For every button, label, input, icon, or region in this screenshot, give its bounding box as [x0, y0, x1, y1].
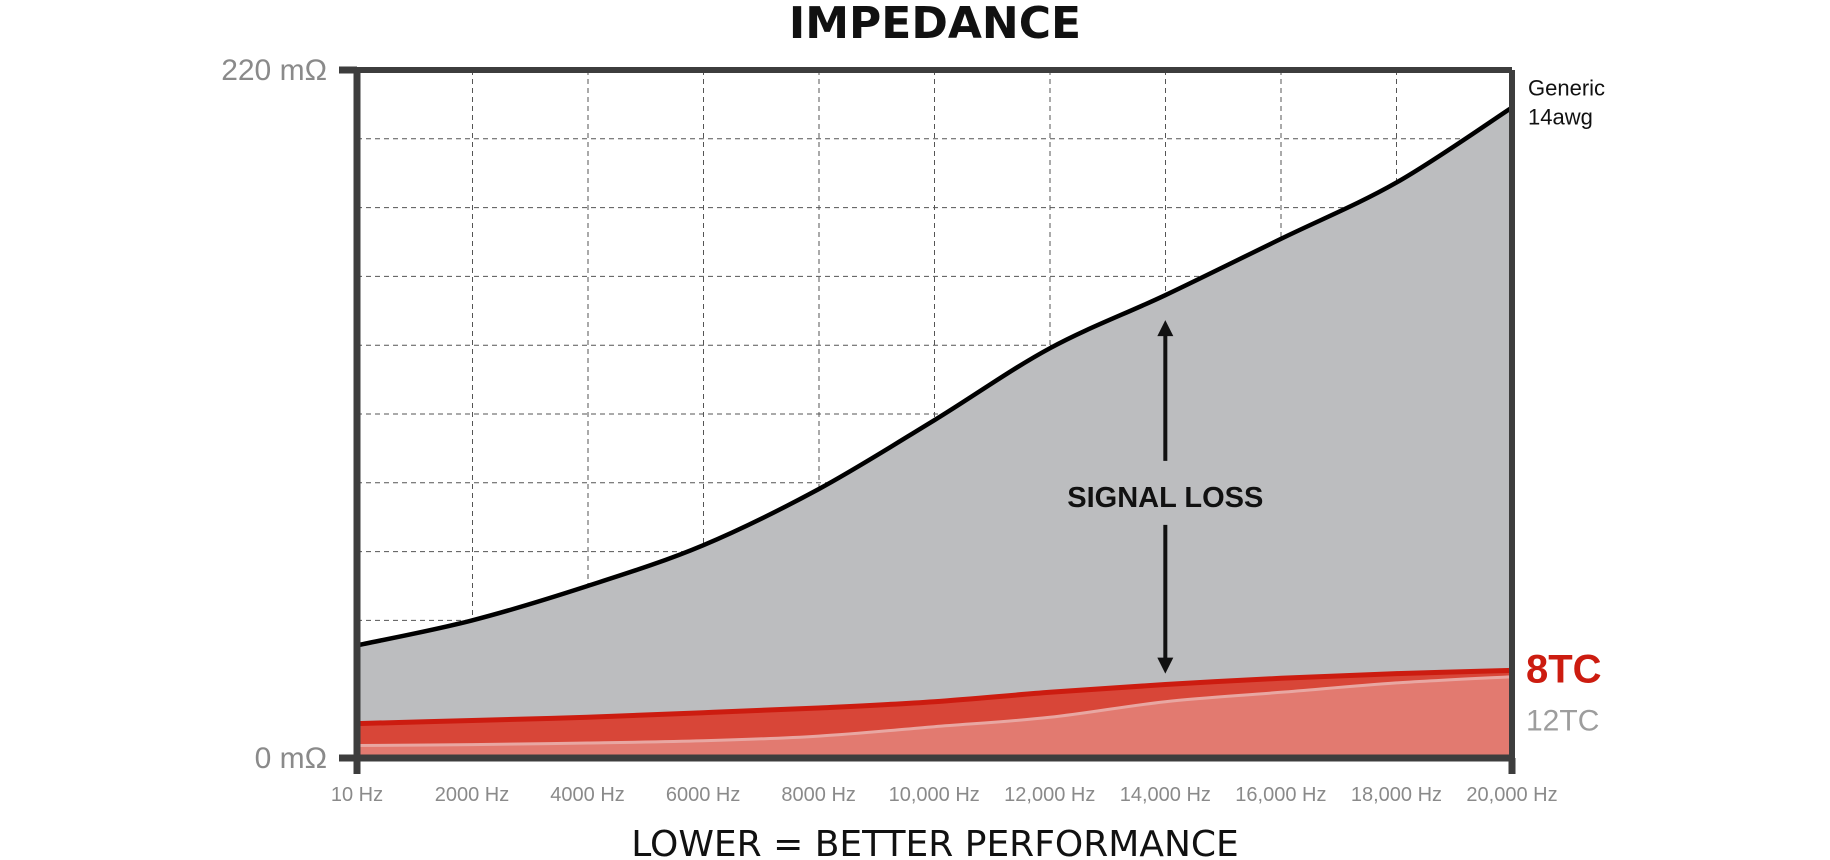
y-tick-label-max: 220 mΩ: [221, 54, 327, 87]
x-tick-label: 10,000 Hz: [889, 784, 980, 806]
chart-title: IMPEDANCE: [789, 0, 1081, 49]
x-tick-labels: 10 Hz 2000 Hz 4000 Hz 6000 Hz 8000 Hz 10,000 …: [331, 784, 1558, 806]
series-labels: Generic 14awg 8TC 12TC: [1526, 76, 1611, 738]
signal-loss-arrowhead-down: [1157, 657, 1174, 674]
series-line-12tc: [356, 675, 1513, 747]
series-area-generic-14awg: [357, 107, 1512, 758]
series-line-8tc: [356, 667, 1513, 727]
footer-caption: LOWER = BETTER PERFORMANCE: [631, 824, 1239, 860]
series-line-generic-14awg: [356, 105, 1514, 648]
x-tick-label: 2000 Hz: [435, 784, 510, 806]
series-label-generic-14awg: Generic 14awg: [1528, 76, 1611, 130]
x-tick-label: 18,000 Hz: [1351, 784, 1442, 806]
axes: [339, 66, 1516, 774]
series-label-8tc: 8TC: [1526, 647, 1602, 691]
x-tick-label: 20,000 Hz: [1466, 784, 1557, 806]
y-tick-label-min: 0 mΩ: [255, 742, 327, 775]
series-lines: [356, 105, 1514, 747]
series-label-generic-line2: 14awg: [1528, 105, 1593, 130]
signal-loss-label: SIGNAL LOSS: [1067, 482, 1263, 514]
x-tick-label: 4000 Hz: [550, 784, 625, 806]
x-tick-label: 10 Hz: [331, 784, 383, 806]
x-tick-label: 8000 Hz: [781, 784, 856, 806]
signal-loss-arrowhead-up: [1157, 320, 1174, 337]
x-tick-label: 14,000 Hz: [1120, 784, 1211, 806]
plot-area: [356, 70, 1514, 758]
series-label-generic-line1: Generic: [1528, 76, 1605, 101]
series-label-12tc: 12TC: [1526, 705, 1599, 738]
x-tick-label: 16,000 Hz: [1235, 784, 1326, 806]
x-tick-label: 6000 Hz: [666, 784, 741, 806]
signal-loss-annotation: [1157, 320, 1174, 674]
x-tick-label: 12,000 Hz: [1004, 784, 1095, 806]
